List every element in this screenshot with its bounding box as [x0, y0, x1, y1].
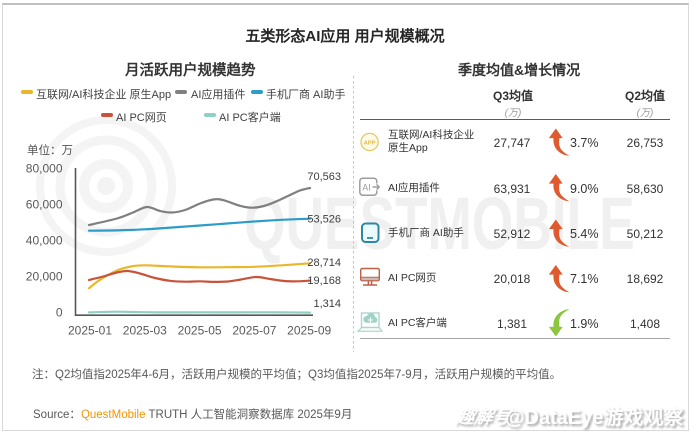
- svg-text:28,714: 28,714: [307, 257, 341, 269]
- svg-text:2025-05: 2025-05: [178, 324, 222, 338]
- svg-text:60,000: 60,000: [26, 197, 63, 211]
- svg-text:20,000: 20,000: [26, 269, 63, 283]
- svg-text:2025-03: 2025-03: [123, 324, 167, 338]
- svg-text:APP: APP: [364, 140, 376, 146]
- svg-text:70,563: 70,563: [307, 171, 341, 183]
- svg-text:1,314: 1,314: [313, 298, 341, 310]
- svg-text:80,000: 80,000: [26, 161, 63, 175]
- svg-text:AI: AI: [362, 183, 371, 193]
- svg-text:2025-01: 2025-01: [68, 324, 112, 338]
- svg-text:2025-07: 2025-07: [232, 324, 276, 338]
- svg-text:0: 0: [56, 305, 63, 319]
- svg-text:53,526: 53,526: [307, 214, 341, 226]
- svg-text:2025-09: 2025-09: [287, 324, 331, 338]
- svg-text:40,000: 40,000: [26, 233, 63, 247]
- svg-text:19,168: 19,168: [307, 275, 341, 287]
